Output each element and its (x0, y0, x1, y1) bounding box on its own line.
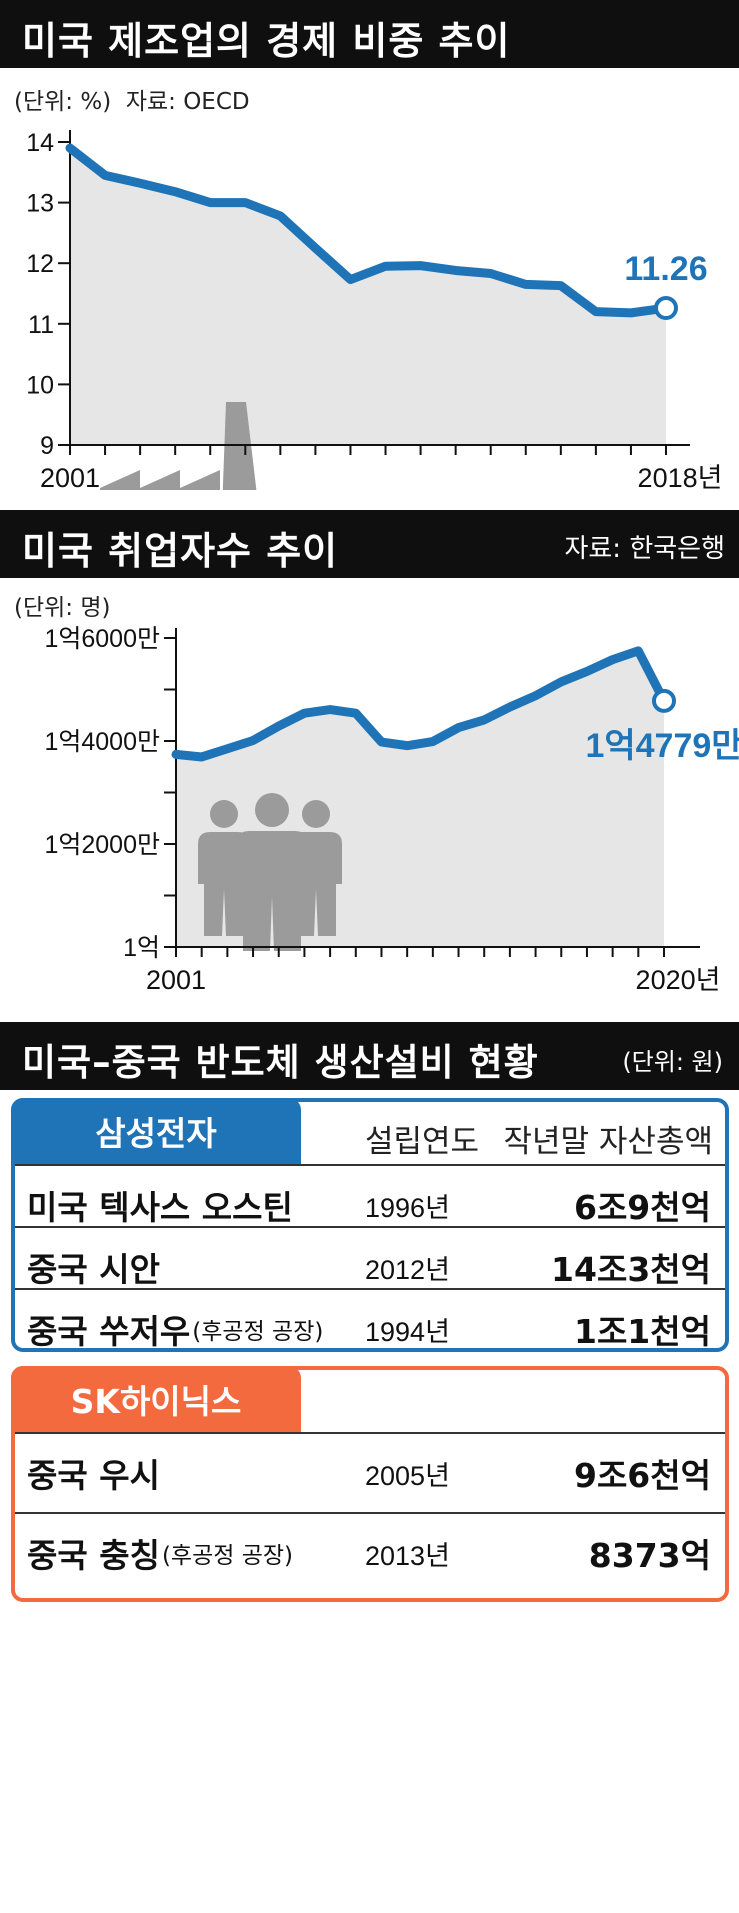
chart1-unit: (단위: %) (14, 89, 112, 115)
location-name: 중국 충칭 (27, 1536, 160, 1575)
year-cell: 2012년 (365, 1254, 450, 1285)
samsung-panel: 삼성전자 설립연도 작년말 자산총액 미국 텍사스 오스틴 1996년 6조9천… (11, 1098, 729, 1352)
year-cell: 1996년 (365, 1192, 450, 1223)
series-line (171, 646, 669, 762)
table-row: 미국 텍사스 오스틴 1996년 6조9천억 (15, 1164, 725, 1242)
person-head (302, 800, 330, 828)
amount-cell: 9조6천억 (573, 1456, 711, 1495)
table-unit: (단위: 원) (622, 1048, 723, 1076)
table-row: 중국 쑤저우 (후공정 공장) 1994년 1조1천억 (15, 1288, 725, 1366)
y-tick-label: 1억 (123, 934, 160, 962)
x-tick-label: 2020년 (636, 965, 721, 995)
person-center (237, 793, 307, 951)
chart2-header: 미국 취업자수 추이 자료: 한국은행 (0, 510, 739, 578)
chart1-header: 미국 제조업의 경제 비중 추이 (0, 0, 739, 68)
x-tick-label: 2018년 (638, 463, 723, 490)
end-value-label: 11.26 (624, 250, 707, 288)
year-cell: 2013년 (365, 1540, 450, 1571)
location-name: 중국 쑤저우 (27, 1312, 191, 1351)
table-title: 미국–중국 반도체 생산설비 현황 (22, 1041, 539, 1084)
location-cell: 중국 쑤저우 (후공정 공장) (27, 1290, 323, 1368)
location-note: (후공정 공장) (161, 1543, 293, 1569)
chart2-source: 자료: 한국은행 (564, 534, 725, 564)
col-assets-header: 작년말 자산총액 (503, 1124, 714, 1160)
y-tick-label: 12 (26, 250, 54, 278)
location-cell: 중국 충칭 (후공정 공장) (27, 1514, 293, 1592)
location-name: 미국 텍사스 오스틴 (27, 1188, 293, 1227)
amount-cell: 6조9천억 (573, 1188, 711, 1227)
chart1: 9 10 11 12 13 14 2001 2018년 11.26 (0, 110, 739, 490)
y-tick-label: 10 (26, 371, 54, 399)
table-header: 미국–중국 반도체 생산설비 현황 (단위: 원) (0, 1022, 739, 1090)
y-tick-label: 11 (28, 311, 54, 339)
col-year-header: 설립연도 (365, 1124, 480, 1160)
location-cell: 미국 텍사스 오스틴 (27, 1166, 293, 1244)
table-row: 중국 충칭 (후공정 공장) 2013년 8373억 (15, 1512, 725, 1590)
samsung-tab: 삼성전자 (11, 1098, 301, 1164)
table-row: 중국 시안 2012년 14조3천억 (15, 1226, 725, 1304)
end-value-label: 1억4779만 (585, 727, 739, 765)
end-point-marker (652, 688, 676, 713)
location-name: 중국 우시 (27, 1456, 160, 1495)
x-tick-label: 2001 (146, 965, 206, 995)
area-fill (70, 148, 666, 445)
hynix-panel: SK하이닉스 중국 우시 2005년 9조6천억 중국 충칭 (후공정 공장) 2… (11, 1366, 729, 1602)
location-cell: 중국 시안 (27, 1228, 160, 1306)
factory-side (210, 485, 214, 490)
y-tick-label: 13 (26, 190, 54, 218)
chart1-source: 자료: OECD (125, 89, 250, 115)
person-head (255, 793, 289, 827)
location-note: (후공정 공장) (192, 1319, 324, 1345)
people-icon (198, 793, 342, 951)
table-row: 중국 우시 2005년 9조6천억 (15, 1432, 725, 1510)
end-point-marker (654, 296, 678, 321)
person-head (210, 800, 238, 828)
y-tick-label: 1억2000만 (44, 831, 160, 859)
chart2-unit: (단위: 명) (14, 595, 111, 621)
chart2-svg: 1억 1억2000만 1억4000만 1억6000만 2001 2020년 1억4779만 (44, 625, 739, 995)
y-tick-label: 9 (40, 432, 54, 460)
y-tick-label: 14 (26, 129, 54, 157)
factory-roof (100, 470, 220, 490)
amount-cell: 1조1천억 (573, 1312, 711, 1351)
y-tick-label: 1억6000만 (44, 625, 160, 653)
location-cell: 중국 우시 (27, 1434, 160, 1512)
year-cell: 2005년 (365, 1460, 450, 1491)
chart1-svg: 9 10 11 12 13 14 2001 2018년 11.26 (26, 129, 723, 490)
year-cell: 1994년 (365, 1316, 450, 1347)
hynix-tab: SK하이닉스 (11, 1366, 301, 1432)
chart1-title: 미국 제조업의 경제 비중 추이 (22, 19, 511, 63)
chart1-unit-source: (단위: %) 자료: OECD (14, 82, 250, 116)
y-tick-label: 1억4000만 (44, 728, 160, 756)
person-body (237, 831, 307, 951)
x-tick-label: 2001 (40, 463, 100, 490)
amount-cell: 14조3천억 (551, 1250, 711, 1289)
chart2-title: 미국 취업자수 추이 (22, 529, 339, 573)
series-line (65, 143, 671, 318)
chart2: 1억 1억2000만 1억4000만 1억6000만 2001 2020년 1억4779만 (0, 610, 739, 1010)
location-name: 중국 시안 (27, 1250, 160, 1289)
amount-cell: 8373억 (588, 1536, 711, 1575)
